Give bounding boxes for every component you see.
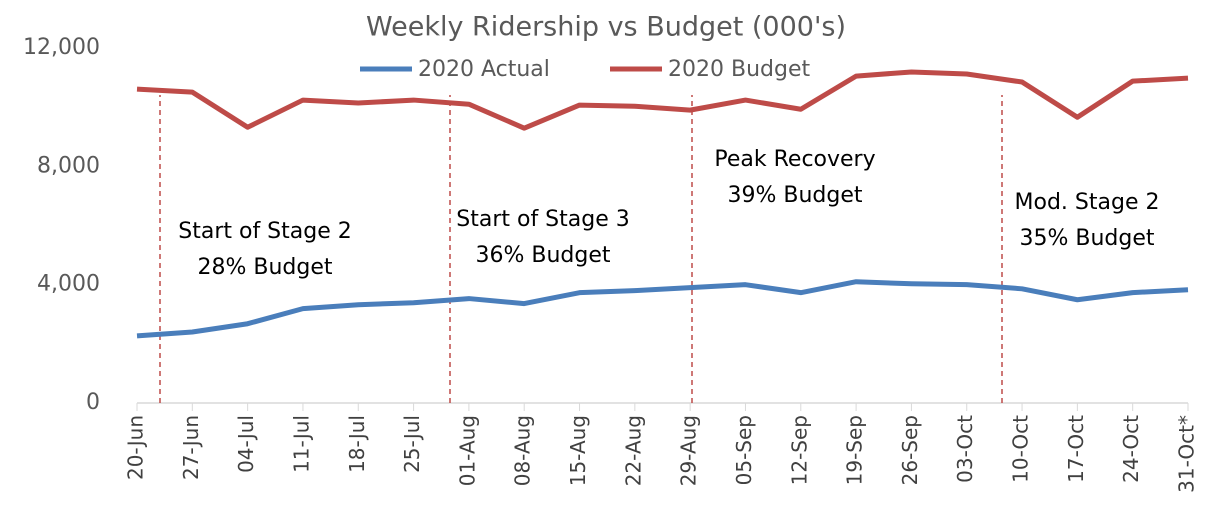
x-tick-label: 12-Sep [787,415,811,485]
annotation: 36% Budget [475,243,610,268]
line-series [136,279,1189,339]
x-tick-label: 11-Jul [289,415,313,473]
x-tick-label: 05-Sep [732,415,756,485]
annotation: Mod. Stage 2 [1015,190,1160,215]
x-tick-label: 10-Oct [1009,415,1033,483]
y-tick-label: 0 [86,390,100,415]
y-tick-label: 4,000 [37,272,100,297]
annotation: 35% Budget [1019,226,1154,251]
x-tick-label: 31-Oct* [1175,415,1199,493]
x-tick-label: 27-Jun [179,415,203,480]
x-tick-label: 08-Aug [511,415,535,486]
x-tick-label: 24-Oct [1119,415,1143,483]
x-tick-label: 01-Aug [455,415,479,486]
x-tick-label: 25-Jul [400,415,424,473]
annotation: Peak Recovery [714,147,875,172]
annotation: 28% Budget [197,255,332,280]
x-tick-label: 20-Jun [124,415,148,480]
x-tick-label: 29-Aug [677,415,701,486]
y-tick-label: 8,000 [37,153,100,178]
x-tick-label: 18-Jul [345,415,369,473]
x-tick-label: 26-Sep [898,415,922,485]
x-tick-label: 22-Aug [621,415,645,486]
annotation: Start of Stage 2 [178,219,352,244]
legend-label: 2020 Budget [668,57,810,82]
annotation: Start of Stage 3 [456,207,630,232]
legend-label: 2020 Actual [418,57,550,82]
annotation: 39% Budget [727,183,862,208]
x-tick-label: 04-Jul [234,415,258,473]
x-tick-label: 17-Oct [1064,415,1088,483]
x-tick-label: 15-Aug [566,415,590,486]
chart-title: Weekly Ridership vs Budget (000's) [366,12,846,43]
x-tick-label: 19-Sep [843,415,867,485]
line-series [136,69,1189,131]
y-tick-label: 12,000 [23,35,100,60]
x-tick-label: 03-Oct [953,415,977,483]
